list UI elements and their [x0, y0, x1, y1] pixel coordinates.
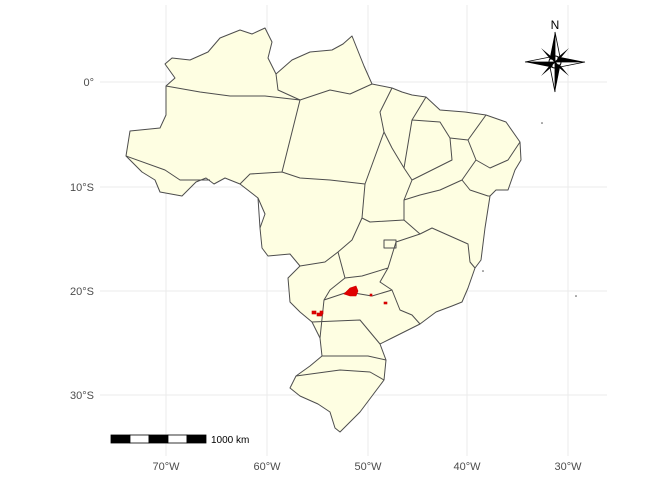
north-label: N [551, 18, 560, 32]
x-tick-label: 60°W [253, 461, 281, 473]
occurrence-point [316, 312, 323, 317]
islands [482, 122, 577, 297]
x-tick-label: 30°W [554, 461, 582, 473]
x-axis-ticks: 70°W 60°W 50°W 40°W 30°W [152, 461, 582, 473]
occurrence-point [311, 310, 317, 315]
occurrence-cluster-main [343, 285, 359, 297]
x-tick-label: 40°W [453, 461, 481, 473]
y-axis-ticks: 0° 10°S 20°S 30°S [70, 77, 94, 402]
occurrence-points [311, 285, 388, 317]
occurrence-point [383, 301, 388, 305]
brazil-states [125, 27, 522, 433]
y-tick-label: 30°S [70, 390, 94, 402]
x-tick-label: 70°W [152, 461, 180, 473]
state-borders [125, 73, 521, 381]
occurrence-point [369, 293, 373, 297]
north-arrow: N [524, 18, 586, 93]
y-tick-label: 0° [83, 77, 94, 89]
occurrence-point [319, 310, 324, 315]
compass-rose-icon [524, 31, 586, 93]
x-tick-label: 50°W [354, 461, 382, 473]
y-tick-label: 10°S [70, 182, 94, 194]
brazil-outline [125, 27, 522, 433]
scale-bar: 1000 km [110, 434, 249, 446]
scale-bar-label: 1000 km [211, 435, 249, 446]
y-tick-label: 20°S [70, 286, 94, 298]
